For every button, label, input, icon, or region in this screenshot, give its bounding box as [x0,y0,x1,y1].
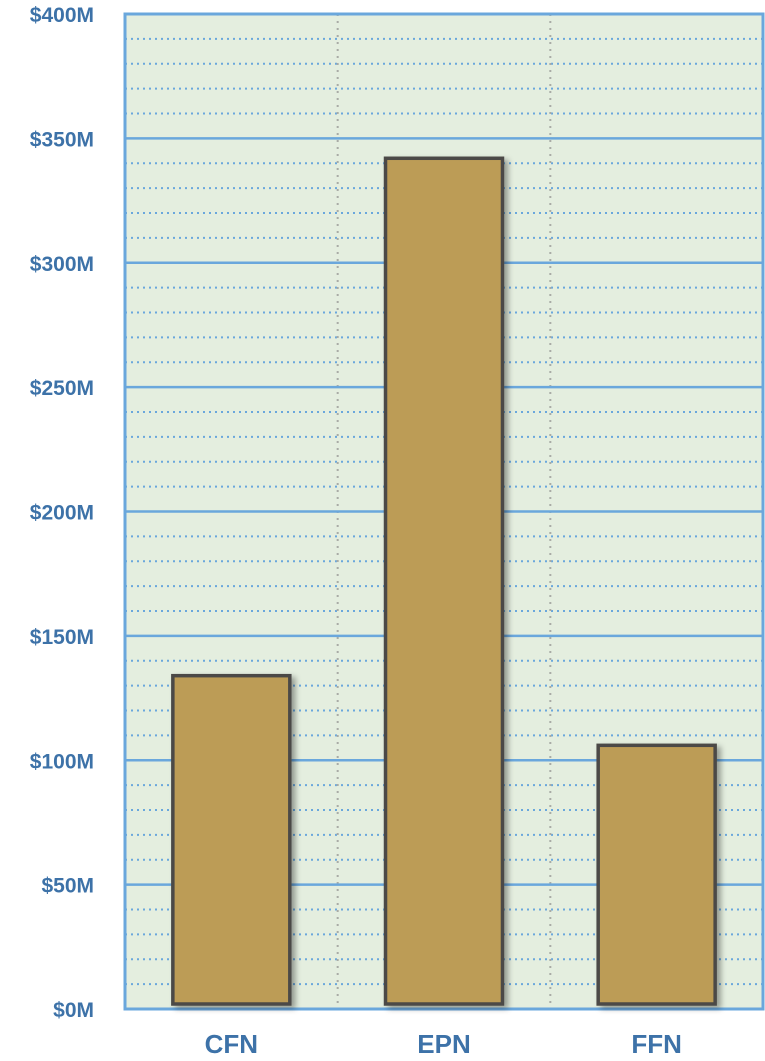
plot-frame [123,12,765,1011]
y-tick-label: $200M [30,502,94,525]
y-tick-label: $300M [30,253,94,276]
y-tick-label: $100M [30,750,94,773]
x-tick-label: FFN [631,1029,682,1059]
bar-cfn [171,673,292,1006]
bar-epn [383,156,505,1006]
y-axis-tick-labels: $0M $50M $100M $150M $200M $250M $300M $350M $40… [30,4,94,1022]
y-tick-label: $150M [30,626,94,649]
bars [171,156,717,1006]
y-tick-label: $250M [30,377,94,400]
x-axis-category-labels: CFN EPN FFN [205,1029,682,1059]
x-tick-label: CFN [205,1029,258,1059]
y-tick-label: $400M [30,4,94,27]
y-tick-label: $50M [41,875,94,898]
x-tick-label: EPN [417,1029,470,1059]
y-tick-label: $350M [30,128,94,151]
y-tick-label: $0M [53,999,94,1022]
bar-ffn [596,743,717,1006]
